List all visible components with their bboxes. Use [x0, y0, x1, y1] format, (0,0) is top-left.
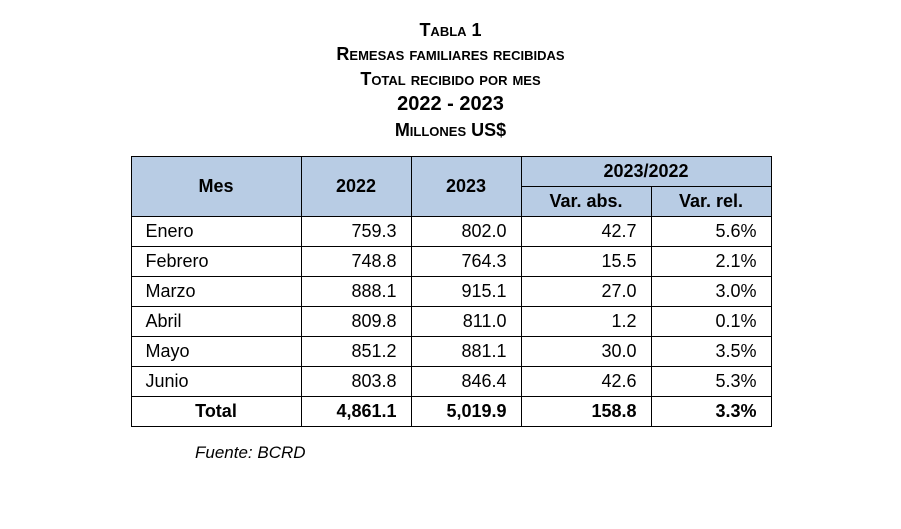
th-var-abs: Var. abs.: [521, 187, 651, 217]
cell-varrel: 3.0%: [651, 277, 771, 307]
cell-mes: Junio: [131, 367, 301, 397]
remesas-table: Mes 2022 2023 2023/2022 Var. abs. Var. r…: [131, 156, 772, 427]
th-var-rel: Var. rel.: [651, 187, 771, 217]
header-row-1: Mes 2022 2023 2023/2022: [131, 157, 771, 187]
cell-total-y2023: 5,019.9: [411, 397, 521, 427]
cell-total-label: Total: [131, 397, 301, 427]
cell-y2022: 803.8: [301, 367, 411, 397]
cell-mes: Marzo: [131, 277, 301, 307]
title-line-2: Remesas familiares recibidas: [0, 42, 901, 66]
th-2022: 2022: [301, 157, 411, 217]
cell-varrel: 3.5%: [651, 337, 771, 367]
cell-y2022: 759.3: [301, 217, 411, 247]
th-2023: 2023: [411, 157, 521, 217]
table-row: Abril 809.8 811.0 1.2 0.1%: [131, 307, 771, 337]
cell-total-y2022: 4,861.1: [301, 397, 411, 427]
cell-y2022: 888.1: [301, 277, 411, 307]
table-row: Mayo 851.2 881.1 30.0 3.5%: [131, 337, 771, 367]
cell-y2023: 915.1: [411, 277, 521, 307]
table-row-total: Total 4,861.1 5,019.9 158.8 3.3%: [131, 397, 771, 427]
cell-varrel: 0.1%: [651, 307, 771, 337]
table-wrap: Mes 2022 2023 2023/2022 Var. abs. Var. r…: [131, 156, 771, 427]
cell-mes: Enero: [131, 217, 301, 247]
cell-y2022: 748.8: [301, 247, 411, 277]
cell-y2022: 809.8: [301, 307, 411, 337]
cell-mes: Abril: [131, 307, 301, 337]
title-years: 2022 - 2023: [0, 91, 901, 118]
cell-varrel: 2.1%: [651, 247, 771, 277]
table-row: Febrero 748.8 764.3 15.5 2.1%: [131, 247, 771, 277]
cell-y2023: 802.0: [411, 217, 521, 247]
table-row: Marzo 888.1 915.1 27.0 3.0%: [131, 277, 771, 307]
cell-varabs: 27.0: [521, 277, 651, 307]
cell-varabs: 15.5: [521, 247, 651, 277]
cell-varabs: 42.7: [521, 217, 651, 247]
table-row: Enero 759.3 802.0 42.7 5.6%: [131, 217, 771, 247]
th-mes: Mes: [131, 157, 301, 217]
cell-y2022: 851.2: [301, 337, 411, 367]
cell-varrel: 5.3%: [651, 367, 771, 397]
table-body: Enero 759.3 802.0 42.7 5.6% Febrero 748.…: [131, 217, 771, 427]
cell-mes: Mayo: [131, 337, 301, 367]
th-ratio: 2023/2022: [521, 157, 771, 187]
title-block: Tabla 1 Remesas familiares recibidas Tot…: [0, 18, 901, 142]
cell-mes: Febrero: [131, 247, 301, 277]
title-line-1: Tabla 1: [0, 18, 901, 42]
cell-total-rel: 3.3%: [651, 397, 771, 427]
cell-varrel: 5.6%: [651, 217, 771, 247]
cell-y2023: 881.1: [411, 337, 521, 367]
table-row: Junio 803.8 846.4 42.6 5.3%: [131, 367, 771, 397]
cell-y2023: 846.4: [411, 367, 521, 397]
cell-y2023: 811.0: [411, 307, 521, 337]
cell-y2023: 764.3: [411, 247, 521, 277]
cell-varabs: 42.6: [521, 367, 651, 397]
cell-total-abs: 158.8: [521, 397, 651, 427]
source-note: Fuente: BCRD: [195, 443, 901, 463]
title-line-3: Total recibido por mes: [0, 67, 901, 91]
title-unit: Millones US$: [0, 118, 901, 142]
cell-varabs: 1.2: [521, 307, 651, 337]
page: Tabla 1 Remesas familiares recibidas Tot…: [0, 0, 901, 529]
cell-varabs: 30.0: [521, 337, 651, 367]
